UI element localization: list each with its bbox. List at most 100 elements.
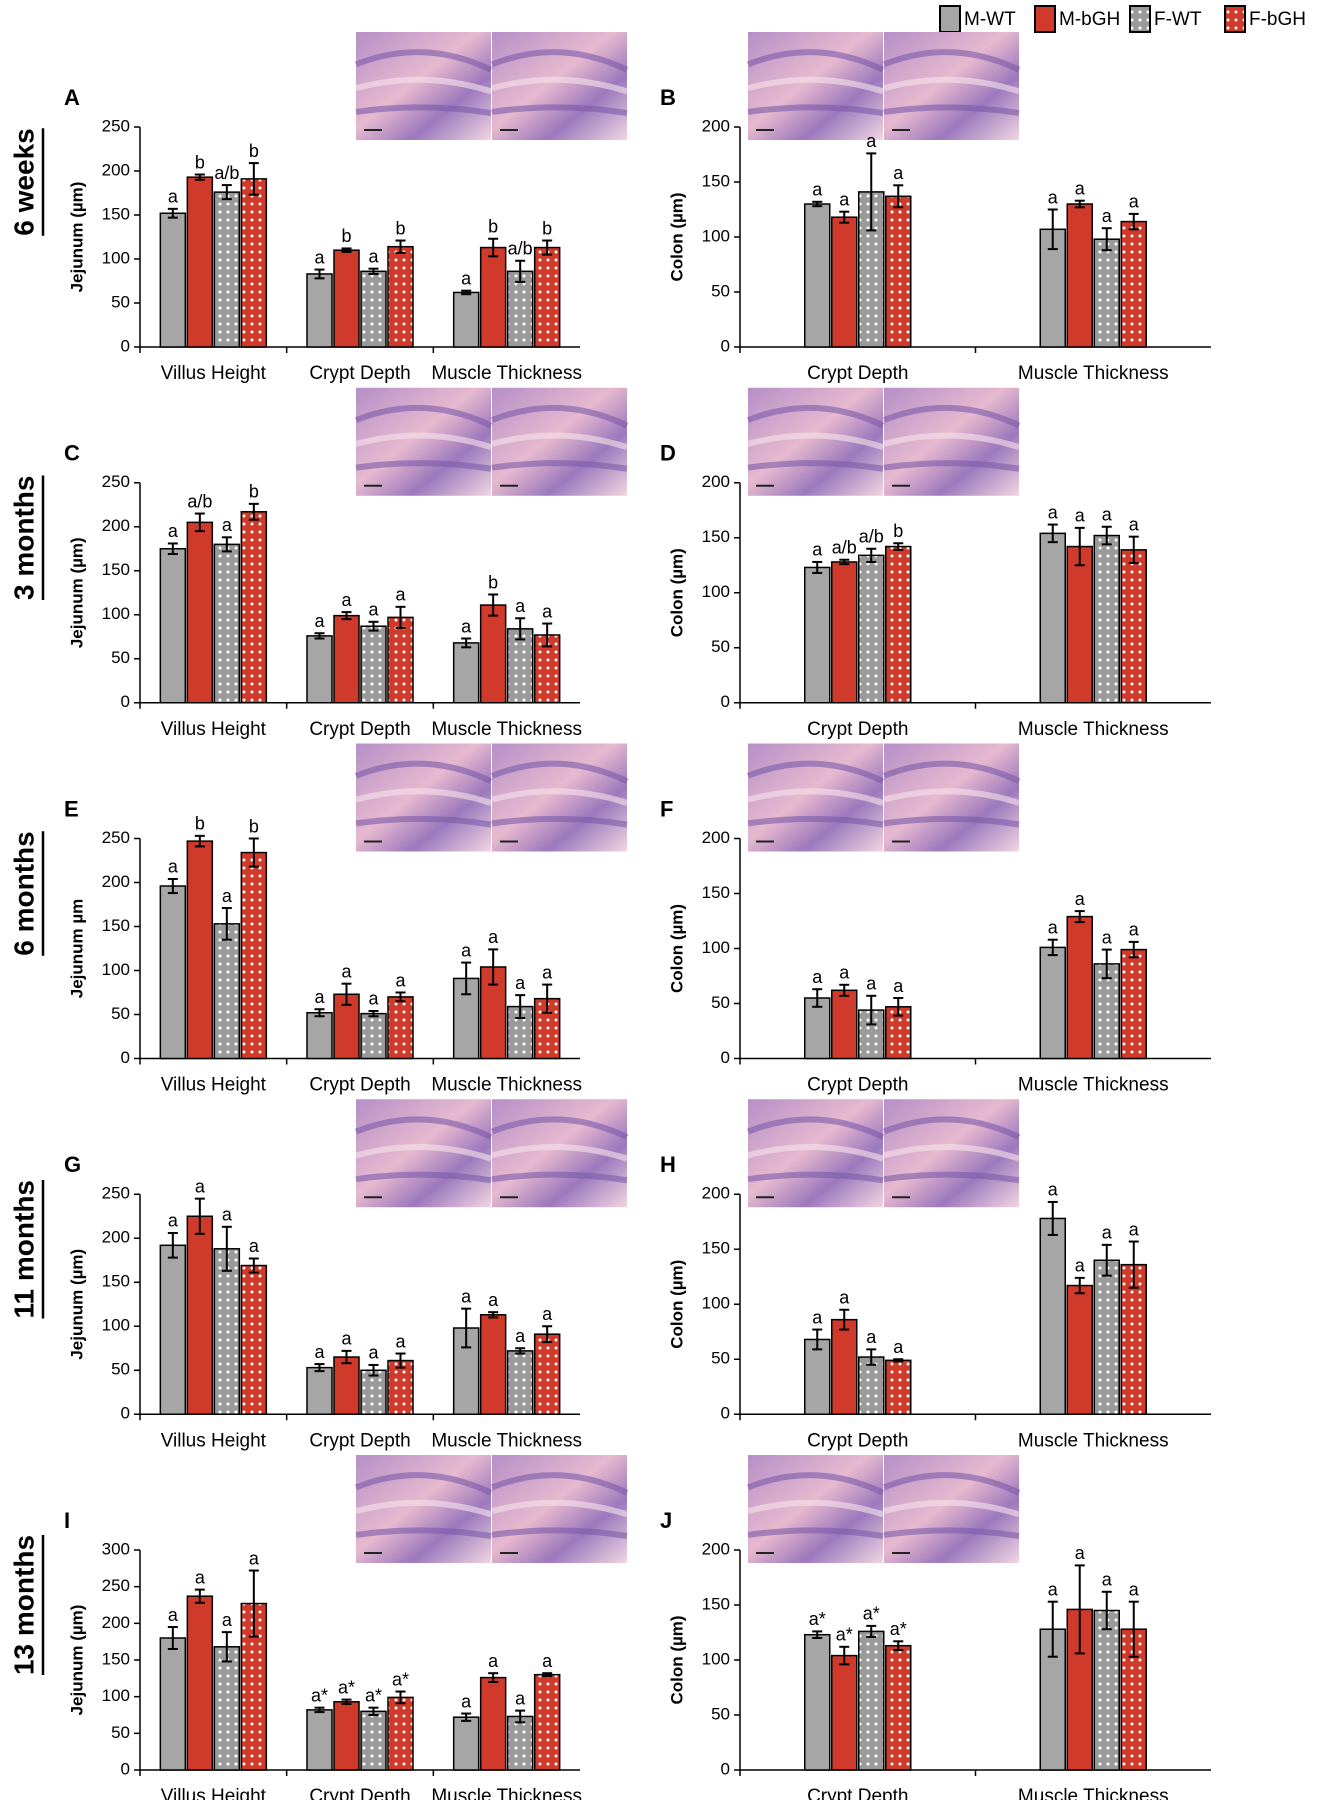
panel-label: H bbox=[660, 1152, 676, 1177]
error-bar bbox=[221, 184, 232, 201]
x-tick-label: Crypt Depth bbox=[807, 719, 908, 740]
error-bar bbox=[194, 1588, 205, 1604]
histology-texture bbox=[490, 404, 629, 429]
significance-label: a bbox=[314, 611, 325, 631]
y-tick-label: 150 bbox=[702, 1239, 730, 1258]
histology-texture bbox=[883, 815, 1020, 828]
y-axis-label: Colon (µm) bbox=[667, 548, 686, 637]
bar bbox=[360, 625, 387, 704]
error-bar bbox=[248, 502, 259, 521]
significance-label: a bbox=[341, 1329, 352, 1349]
significance-label: a bbox=[1102, 206, 1113, 226]
y-axis-label: Colon (µm) bbox=[667, 904, 686, 993]
error-bar bbox=[221, 1225, 232, 1272]
significance-label: b bbox=[341, 226, 351, 246]
significance-label: a bbox=[1048, 1180, 1059, 1200]
error-bar bbox=[893, 997, 904, 1017]
histology-texture bbox=[354, 49, 493, 73]
error-bar bbox=[248, 1569, 259, 1638]
significance-label: a/b bbox=[832, 538, 857, 558]
error-bar bbox=[368, 267, 379, 275]
histology-texture bbox=[355, 432, 492, 451]
y-tick-label: 250 bbox=[102, 116, 130, 135]
y-tick-label: 200 bbox=[102, 160, 130, 179]
significance-label: a bbox=[222, 1205, 233, 1225]
significance-label: a bbox=[195, 1176, 206, 1196]
histology-texture bbox=[491, 815, 628, 828]
row-label: 13 months bbox=[8, 1535, 39, 1675]
error-bar bbox=[488, 1672, 499, 1683]
x-tick-label: Muscle Thickness bbox=[431, 1075, 582, 1096]
histology-texture bbox=[490, 49, 629, 73]
histology-texture bbox=[746, 1116, 885, 1140]
error-bar bbox=[395, 605, 406, 629]
x-tick-label: Villus Height bbox=[161, 719, 267, 740]
error-bar bbox=[893, 1640, 904, 1652]
x-tick-label: Muscle Thickness bbox=[431, 1430, 582, 1451]
bar bbox=[240, 178, 268, 348]
y-tick-label: 100 bbox=[102, 1316, 130, 1335]
error-bar bbox=[515, 1709, 526, 1724]
error-bar bbox=[866, 1624, 877, 1638]
significance-label: b bbox=[893, 521, 903, 541]
significance-label: a bbox=[222, 1610, 233, 1630]
significance-label: a bbox=[1048, 502, 1059, 522]
error-bar bbox=[194, 1197, 205, 1235]
bar bbox=[333, 614, 360, 704]
histology-texture bbox=[491, 432, 628, 451]
error-bar bbox=[542, 1325, 553, 1344]
error-bar bbox=[395, 991, 406, 1003]
significance-label: a bbox=[515, 973, 526, 993]
histology-texture bbox=[354, 1116, 493, 1140]
legend-label: F-WT bbox=[1154, 9, 1202, 30]
significance-label: a bbox=[1075, 889, 1086, 909]
y-axis-label: Colon (µm) bbox=[667, 192, 686, 281]
error-bar bbox=[314, 1706, 325, 1714]
significance-label: a bbox=[395, 1331, 406, 1351]
error-bar bbox=[839, 1308, 850, 1331]
error-bar bbox=[893, 1358, 904, 1363]
x-tick-label: Villus Height bbox=[161, 363, 267, 384]
y-tick-label: 250 bbox=[102, 1576, 130, 1595]
bar bbox=[240, 851, 268, 1060]
bar bbox=[387, 245, 414, 348]
significance-label: a bbox=[839, 189, 850, 209]
y-tick-label: 0 bbox=[121, 1048, 130, 1067]
y-axis-label: Colon (µm) bbox=[667, 1615, 686, 1704]
y-tick-label: 0 bbox=[721, 1048, 730, 1067]
significance-label: a bbox=[1102, 927, 1113, 947]
bar bbox=[306, 1366, 333, 1415]
x-tick-label: Villus Height bbox=[161, 1075, 267, 1096]
y-tick-label: 150 bbox=[702, 527, 730, 546]
y-tick-label: 0 bbox=[721, 1404, 730, 1423]
error-bar bbox=[1074, 526, 1085, 567]
y-tick-label: 300 bbox=[102, 1539, 130, 1558]
histology-texture bbox=[883, 432, 1020, 451]
y-axis-label: Jejunum (µm) bbox=[67, 537, 86, 648]
y-tick-label: 100 bbox=[702, 938, 730, 957]
error-bar bbox=[1101, 948, 1112, 980]
bar bbox=[1120, 220, 1147, 348]
y-tick-label: 100 bbox=[102, 248, 130, 267]
error-bar bbox=[1101, 1243, 1112, 1277]
y-tick-label: 250 bbox=[102, 472, 130, 491]
y-tick-label: 100 bbox=[702, 1294, 730, 1313]
significance-label: a bbox=[461, 268, 472, 288]
bar bbox=[452, 642, 480, 704]
error-bar bbox=[1128, 535, 1139, 565]
significance-label: a bbox=[195, 1567, 206, 1587]
error-bar bbox=[488, 948, 499, 986]
significance-label: a bbox=[314, 987, 325, 1007]
bar bbox=[1093, 1259, 1120, 1415]
error-bar bbox=[542, 983, 553, 1014]
y-tick-label: 50 bbox=[711, 1349, 730, 1368]
bar bbox=[885, 1359, 912, 1415]
error-bar bbox=[1128, 212, 1139, 231]
bar bbox=[533, 246, 561, 348]
y-tick-label: 250 bbox=[102, 828, 130, 847]
y-tick-label: 150 bbox=[702, 1594, 730, 1613]
histology-texture bbox=[746, 404, 885, 429]
x-tick-label: Crypt Depth bbox=[309, 1075, 410, 1096]
histology-texture bbox=[882, 49, 1021, 73]
